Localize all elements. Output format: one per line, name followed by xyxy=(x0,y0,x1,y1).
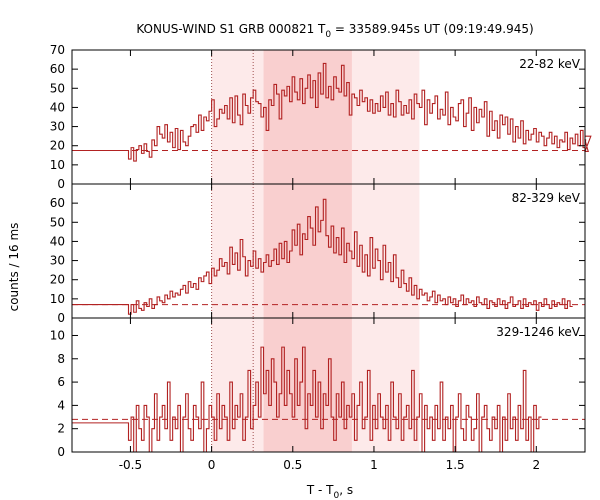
y-tick-label: 60 xyxy=(50,196,65,210)
x-tick-label: 0 xyxy=(208,458,216,472)
y-tick-label: 0 xyxy=(57,177,65,191)
y-tick-label: 70 xyxy=(50,43,65,57)
panel-1: 0 10 20 30 40 50 60 70 22-82 keV xyxy=(50,43,592,191)
shaded-interval-dark xyxy=(263,50,352,184)
shaded-interval-dark xyxy=(263,318,352,452)
energy-band-label: 82-329 keV xyxy=(512,191,581,205)
y-tick-label: 2 xyxy=(57,422,65,436)
y-tick-label: 10 xyxy=(50,292,65,306)
x-axis-label: T - T0, s xyxy=(306,483,353,500)
panel-3: 0 2 4 6 8 10 329-1246 keV xyxy=(50,317,586,459)
y-tick-label: 30 xyxy=(50,254,65,268)
y-tick-label: 4 xyxy=(57,398,65,412)
y-tick-label: 60 xyxy=(50,62,65,76)
y-tick-label: 8 xyxy=(57,352,65,366)
chart-title: KONUS-WIND S1 GRB 000821 T0 = 33589.945s… xyxy=(136,22,533,40)
y-tick-label: 6 xyxy=(57,375,65,389)
y-tick-label: 0 xyxy=(57,311,65,325)
count-histogram xyxy=(72,198,573,315)
shaded-interval-dark xyxy=(263,184,352,318)
y-tick-label: 10 xyxy=(50,158,65,172)
y-tick-label: 30 xyxy=(50,120,65,134)
y-tick-label: 40 xyxy=(50,100,65,114)
energy-band-label: 22-82 keV xyxy=(519,57,581,71)
y-axis-label: counts / 16 ms xyxy=(7,223,21,312)
x-tick-label: 1.5 xyxy=(446,458,465,472)
y-tick-label: 20 xyxy=(50,273,65,287)
y-tick-label: 10 xyxy=(50,328,65,342)
y-tick-label: 0 xyxy=(57,445,65,459)
x-tick-label: 0.5 xyxy=(283,458,302,472)
y-tick-label: 40 xyxy=(50,234,65,248)
y-tick-label: 20 xyxy=(50,139,65,153)
y-tick-label: 50 xyxy=(50,81,65,95)
x-tick-label: 1 xyxy=(370,458,378,472)
panel-frame xyxy=(71,317,586,453)
x-tick-label: -0.5 xyxy=(119,458,142,472)
x-tick-label: 2 xyxy=(532,458,540,472)
count-histogram xyxy=(72,346,542,453)
energy-band-label: 329-1246 keV xyxy=(496,325,580,339)
y-tick-label: 50 xyxy=(50,215,65,229)
count-histogram xyxy=(72,62,592,162)
panel-2: 0 10 20 30 40 50 60 82-329 keV xyxy=(50,183,586,325)
